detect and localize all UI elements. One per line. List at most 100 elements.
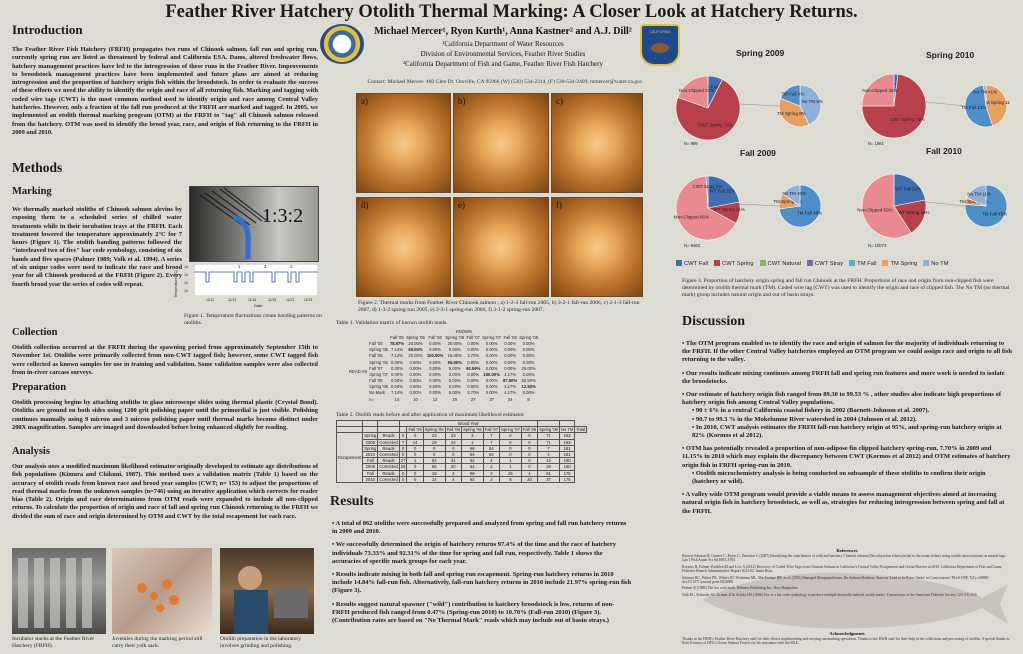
pie-slice (677, 75, 709, 109)
pie-slice (675, 175, 737, 241)
pie-slice-label: TM Fall 4% (782, 92, 805, 97)
pie-slice (675, 79, 741, 141)
affiliation-3: ²California Department of Fish and Game,… (403, 60, 603, 68)
analysis-heading: Analysis (12, 446, 50, 457)
row-label: Fall '05 (369, 340, 383, 346)
connector-line (739, 103, 780, 107)
table-row: Spring '08 0.00% 0.00% 0.00% 0.00% 0.00% 0.00%… (348, 384, 539, 390)
pie-slice (705, 175, 709, 209)
legend-label: TM Spring (890, 261, 918, 267)
legend-label: No TM (931, 261, 949, 267)
legend-swatch (714, 260, 721, 266)
pie-slice-label: Non-Clipped 66% (674, 215, 709, 220)
otolith-band-photo: 1:3:2 (189, 186, 319, 262)
t2-col-header: Spring '05 (422, 426, 446, 434)
table-cell: 0.00% (409, 359, 422, 365)
sub-pie-slice (964, 84, 993, 128)
legend-label: CWT Fall (684, 261, 709, 267)
t2-col-header: No TM (558, 426, 576, 434)
table-cell: 8 (499, 475, 522, 483)
row-label: No Mark (369, 390, 385, 396)
pie-charts-svg: CWT Fall 8% CWT Spring 78% Non-Clipped 21%… (674, 73, 1010, 241)
discussion-bullet-3: • Our estimate of hatchery origin fish r… (682, 391, 1002, 407)
table-row: Fall '06 7.14% 20.00% 100.00% 15.00% 3.70% 0.0… (348, 353, 539, 359)
table-row: Fall '08 0.00% 0.00% 0.00% 0.00% 0.00% 0.00% 87… (348, 378, 539, 384)
table-cell: 7.14% (391, 390, 403, 396)
row-label: Spring '07 (369, 371, 388, 377)
table-cell: 0.00% (485, 390, 498, 396)
xtick-1: 11/14 (228, 298, 237, 302)
legend-label: TM Fall (857, 261, 877, 267)
t2-col-header: Spring '07 (499, 426, 522, 434)
temp-xlabel: Date (254, 303, 263, 308)
references-heading: References (836, 548, 858, 553)
pie-n-spring-2010: N= 1661 (868, 141, 884, 146)
table-cell: 0.00% (448, 347, 461, 353)
row-label: Fall '07 (369, 365, 383, 371)
incubator-stacks-graphic (18, 558, 92, 628)
pie-legend: CWT Fall CWT Spring CWT Natural CWT Stray TM… (676, 260, 949, 267)
table-cell: 5.00% (448, 390, 461, 396)
table-cell: Spring (362, 444, 379, 452)
pie-slice (861, 173, 912, 239)
references-panel: References Barnett-Johnson R, Grimes C, … (682, 548, 1012, 648)
xtick-4: 11/21 (286, 298, 295, 302)
table-cell: 100.00% (483, 371, 500, 377)
pie-title-fall-2010: Fall 2010 (926, 146, 962, 156)
validation-matrix: KNOWN Fall '05 Spring '05 Fall '06 Spring '… (348, 328, 539, 402)
pie-n-fall-2010: N= 10073 (868, 243, 887, 248)
otolith-label-b: b) (458, 96, 466, 106)
table-cell: 24 (507, 396, 513, 402)
t2-col-header: Fall '05 (406, 426, 424, 434)
connector-line (925, 201, 966, 207)
sub-pie-slice (780, 84, 801, 107)
table-cell: 3.70% (467, 353, 480, 359)
pie-slice (707, 175, 740, 209)
table-cell: 0.00% (485, 365, 498, 371)
contact: Contact: Michael Mercer- 460 Glen Dr. Or… (367, 79, 643, 85)
table-cell: 0.00% (522, 371, 535, 377)
results-heading: Results (330, 494, 374, 509)
legend-swatch (806, 260, 813, 266)
otolith-image-d: d) (356, 197, 451, 297)
table-cell: 0 (398, 475, 408, 483)
read-as-label: READ AS (349, 368, 368, 374)
pie-slice-label: TM Spring 8% (773, 199, 802, 204)
table-cell: 55.00% (447, 359, 462, 365)
legend-item: CWT Stray (806, 260, 843, 267)
t2-col-header: Fall '06 (444, 426, 462, 434)
pie-title-fall-2009: Fall 2009 (740, 148, 776, 158)
table-cell: 8 (527, 396, 530, 402)
lab-photo-icon (220, 548, 314, 634)
reference-3: Johnson RC, Weber PK, Wikert JD, Workman… (682, 575, 990, 585)
table-cell: 13 (432, 396, 438, 402)
pie-slice-label: TM Fall 45% (982, 211, 1007, 216)
table-cell: 0.00% (522, 390, 535, 396)
ytick-12: 12 (184, 281, 188, 285)
table-cell: 0.00% (391, 365, 403, 371)
table-cell: 4 (444, 475, 462, 483)
table-cell: 0.00% (485, 347, 498, 353)
ack-heading: Acknowledgments (829, 631, 865, 636)
pie-n-spring-2009: N= 999 (684, 141, 698, 146)
table-row: Escapement Spring Reads 0 0 23 23 3 7 0 0 71 162 (335, 432, 587, 483)
pie-slice (893, 173, 926, 207)
pie-slice-label: CWT Fall 22% (706, 189, 735, 194)
known-label: KNOWN (455, 328, 472, 334)
legend-swatch (882, 260, 889, 266)
discussion-list: • The OTM program enabled us to identify… (682, 340, 1012, 521)
table-cell: 0.00% (429, 371, 442, 377)
table-cell: 0.00% (429, 384, 442, 390)
annotation-3: 3 (264, 264, 267, 269)
dfg-badge-icon: CALIFORNIA (640, 24, 680, 66)
otolith-image-c: c) (551, 93, 643, 193)
table1-caption: Table 1. Validation matrix of known otol… (336, 320, 448, 326)
pie-slice-label: CWT Fall 8% (699, 85, 725, 90)
table-cell: 2010 (362, 475, 379, 483)
pie-slice-label: Non-Clipped 21% (679, 88, 714, 93)
table-cell: 30 (520, 475, 539, 483)
bear-icon (651, 43, 669, 53)
table-cell: 0.00% (485, 384, 498, 390)
affiliation-2: Division of Environmental Services, Feat… (420, 50, 586, 58)
pie-slice-label: CWT Spring 11% (710, 207, 744, 212)
